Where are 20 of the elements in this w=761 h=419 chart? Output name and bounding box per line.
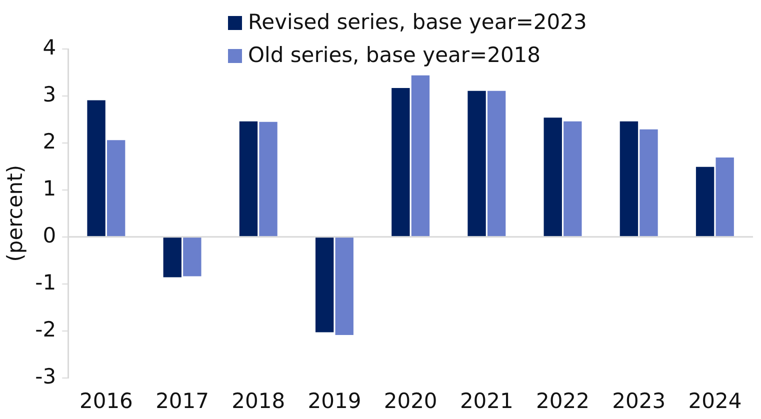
y-tick-label: 3: [42, 82, 56, 106]
legend-label: Old series, base year=2018: [248, 42, 541, 69]
y-tick-label: 4: [42, 35, 56, 60]
x-tick-label: 2023: [612, 388, 666, 413]
y-axis-title: (percent): [3, 164, 28, 262]
y-tick-label: -3: [35, 364, 56, 388]
x-tick-label: 2020: [384, 388, 438, 413]
x-tick-label: 2018: [232, 388, 286, 413]
x-tick-label: 2019: [308, 388, 362, 413]
y-tick-label: 1: [42, 176, 56, 200]
y-tick-label: 2: [42, 129, 56, 154]
x-tick-label: 2016: [79, 388, 133, 413]
legend-label: Revised series, base year=2023: [248, 9, 587, 36]
x-tick-label: 2022: [536, 388, 590, 413]
y-tick-label: -2: [35, 317, 56, 342]
x-tick-label: 2021: [460, 388, 514, 413]
y-tick-label: -1: [35, 270, 56, 294]
x-tick-label: 2017: [156, 388, 210, 413]
y-tick-label: 0: [42, 223, 56, 248]
x-tick-label: 2024: [688, 388, 742, 413]
